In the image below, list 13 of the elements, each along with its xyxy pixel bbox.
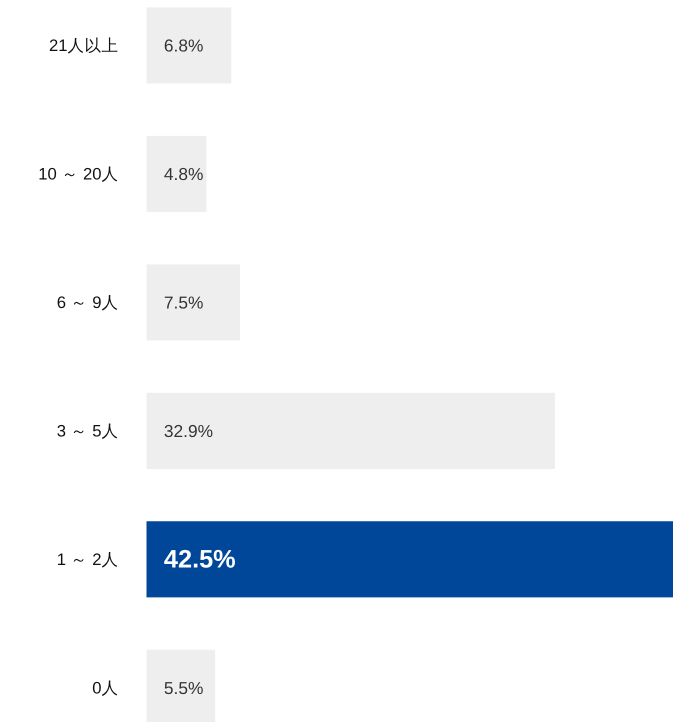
data-label: 7.5% [164, 292, 204, 312]
y-tick-label: 3 ～ 5人 [56, 421, 119, 440]
y-tick-label: 0人 [92, 678, 118, 698]
y-tick-label: 1 ～ 2人 [56, 550, 119, 569]
data-label: 4.8% [164, 164, 204, 184]
y-tick-label: 21人以上 [48, 36, 119, 55]
data-label: 5.5% [164, 678, 204, 698]
bar [146, 521, 673, 598]
data-label: 32.9% [164, 420, 214, 441]
y-tick-label: 6 ～ 9人 [56, 292, 119, 312]
data-label: 42.5% [164, 545, 236, 574]
y-tick-label: 10 ～ 20人 [38, 164, 119, 184]
data-label: 6.8% [164, 35, 204, 56]
